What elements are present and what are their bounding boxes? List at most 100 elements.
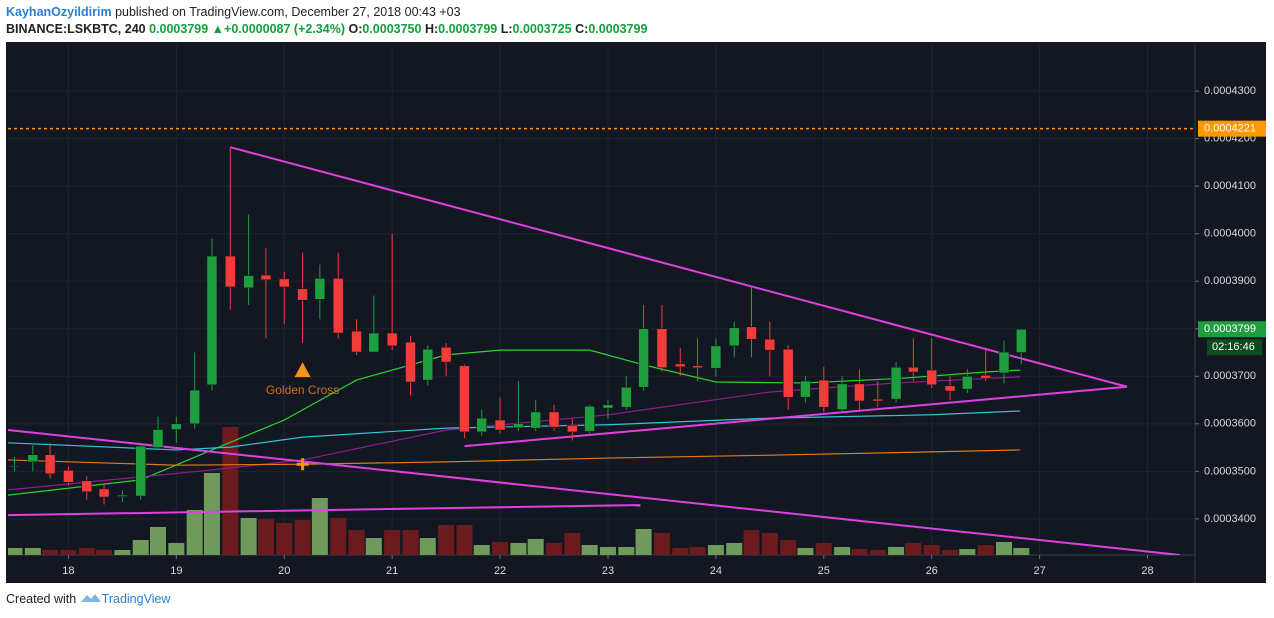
candle-body — [422, 348, 434, 381]
volume-bar — [222, 427, 239, 555]
candle-body — [567, 424, 578, 433]
x-tick-label: 28 — [1141, 565, 1153, 577]
candle-body — [135, 445, 146, 497]
x-tick-label: 22 — [494, 565, 506, 577]
volume-bar — [402, 530, 419, 555]
candle-body — [152, 429, 164, 448]
symbol: BINANCE:LSKBTC, 240 — [6, 22, 146, 36]
overlay-line — [8, 449, 1021, 466]
countdown-label: 02:16:46 — [1212, 341, 1255, 353]
candle-body — [278, 278, 290, 288]
ohlc-value: 0.0003750 — [362, 22, 422, 36]
brand[interactable]: TradingView — [101, 592, 171, 606]
candle-body — [459, 365, 470, 433]
candle-body — [692, 365, 703, 368]
volume-bar — [24, 548, 41, 555]
candle-body — [728, 327, 740, 347]
volume-bar — [942, 550, 959, 555]
volume-bar — [689, 547, 706, 555]
candle-body — [171, 423, 182, 430]
volume-bar — [114, 550, 131, 555]
volume-bar — [815, 543, 832, 555]
overlay-line — [230, 146, 1128, 388]
axes: 0.0003400 0.0003500 0.0003600 0.0003700 0.00… — [62, 85, 1266, 577]
volume-bar — [96, 550, 113, 555]
last-price-box — [1198, 321, 1266, 338]
candle-body — [98, 488, 110, 498]
candle-body — [440, 347, 452, 363]
ohlc-label: H: — [424, 22, 439, 36]
candle-body — [530, 411, 541, 429]
x-tick-label: 24 — [710, 565, 722, 577]
candle-body — [351, 330, 362, 353]
volume-bar — [869, 550, 886, 555]
volume-bar — [1013, 548, 1030, 555]
y-tick-label: 0.0003600 — [1204, 418, 1256, 430]
volume-bar — [330, 518, 347, 555]
candle-body — [890, 367, 902, 400]
volume-bar — [419, 538, 436, 555]
volume-bar — [438, 525, 455, 555]
ohlc-label: L: — [500, 22, 513, 36]
candle-body — [63, 470, 74, 483]
y-tick-label: 0.0004300 — [1204, 85, 1256, 97]
volume-bar — [599, 547, 616, 555]
annotation: Golden Cross — [266, 383, 339, 397]
published: published on TradingView.com, December 2… — [115, 5, 461, 19]
author[interactable]: KayhanOzyildirim — [6, 5, 112, 19]
candle-body — [782, 348, 794, 398]
volume-bar — [257, 519, 274, 555]
volume-bar — [8, 548, 23, 555]
volume-bar — [492, 542, 509, 555]
volume-bar — [42, 550, 59, 555]
y-tick-label: 0.0003700 — [1204, 370, 1256, 382]
footer: Created with TradingView — [6, 592, 170, 606]
ohlc-label: C: — [575, 22, 589, 36]
volume-bar — [581, 545, 598, 555]
marker-triangle — [294, 362, 311, 378]
logo-shape — [80, 594, 101, 602]
volume-bar — [546, 543, 563, 555]
candle-body — [476, 417, 487, 433]
volume-bar — [761, 533, 778, 555]
volume-bar — [60, 550, 77, 555]
volume-bar — [977, 545, 994, 555]
volume-bar — [168, 543, 185, 555]
countdown-box — [1207, 339, 1262, 356]
marker-cross — [296, 458, 309, 471]
candle-body — [746, 326, 757, 340]
candle-body — [243, 275, 254, 289]
change: +0.0000087 (+2.34%) — [224, 22, 345, 36]
volume-bar — [851, 549, 868, 555]
volume-bar — [510, 543, 527, 555]
x-tick-label: 18 — [62, 565, 74, 577]
volume-bar — [797, 548, 814, 555]
header-line: BINANCE:LSKBTC, 240 0.0003799 ▲+0.000008… — [6, 21, 647, 38]
candle-body — [675, 363, 686, 368]
candle-body — [656, 328, 668, 368]
chart-background — [6, 42, 1266, 583]
candle-body — [602, 404, 614, 409]
x-tick-label: 20 — [278, 565, 290, 577]
candle-body — [332, 278, 344, 334]
candle-body — [926, 369, 937, 386]
volume-bar — [564, 533, 581, 555]
candle-body — [872, 398, 883, 402]
volume-bar — [707, 545, 724, 555]
arrow: ▲ — [211, 22, 225, 36]
volume-bar — [923, 545, 940, 555]
candle-body — [548, 411, 560, 428]
candle-body — [27, 454, 39, 463]
candle-body — [764, 338, 776, 351]
volume-bar — [635, 529, 652, 555]
volume-bar — [888, 547, 905, 555]
volume-bar — [905, 543, 922, 555]
candle-body — [314, 278, 326, 300]
overlay-line — [8, 376, 1021, 491]
volume-bar — [78, 548, 95, 555]
volume-bar — [348, 530, 365, 555]
overlay-line — [464, 385, 1128, 448]
candle-body — [908, 367, 919, 373]
last-price-label: 0.0003799 — [1204, 323, 1256, 335]
x-tick-label: 19 — [170, 565, 182, 577]
